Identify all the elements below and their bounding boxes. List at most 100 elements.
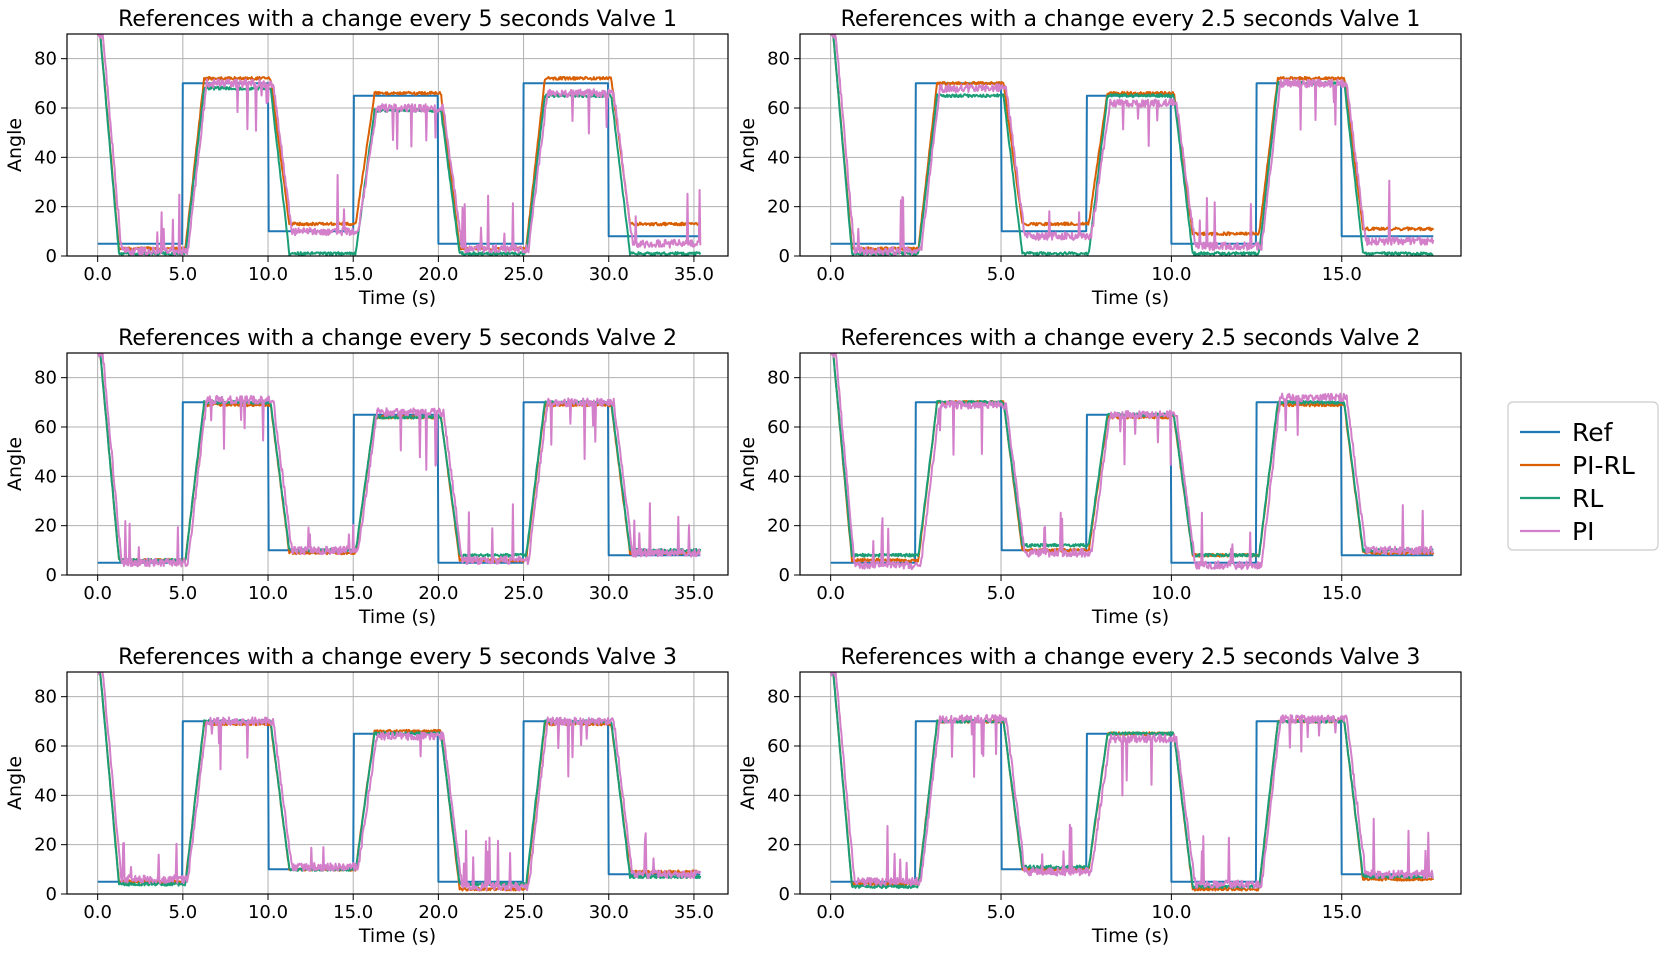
x-tick-label: 10.0	[248, 264, 288, 285]
x-tick-label: 15.0	[333, 902, 373, 923]
x-tick-label: 10.0	[248, 902, 288, 923]
x-tick-label: 5.0	[987, 264, 1016, 285]
axes-frame	[799, 33, 1462, 257]
x-tick-label: 35.0	[674, 583, 714, 604]
x-tick-label: 5.0	[169, 583, 198, 604]
y-tick-label: 60	[34, 98, 57, 119]
y-tick-label: 60	[767, 417, 790, 438]
series-line-pi	[96, 353, 701, 568]
chart-title: References with a change every 2.5 secon…	[841, 7, 1421, 32]
series-line-rl	[97, 672, 702, 887]
x-axis-label: Time (s)	[358, 287, 436, 309]
x-tick-label: 35.0	[674, 264, 714, 285]
y-tick-label: 80	[767, 687, 790, 708]
y-tick-label: 40	[767, 785, 790, 806]
series-line-pi	[829, 353, 1435, 570]
chart-panel-2: 0.0 5.0 10.0 15.0 0 20 40 60 80 References with a…	[737, 7, 1462, 309]
y-tick-label: 80	[767, 49, 790, 70]
y-tick-label: 60	[34, 417, 57, 438]
chart-title: References with a change every 2.5 secon…	[841, 645, 1421, 670]
series-line-pi	[829, 34, 1435, 256]
x-axis-label: Time (s)	[358, 606, 436, 628]
y-tick-label: 80	[34, 49, 57, 70]
x-tick-label: 0.0	[83, 264, 112, 285]
legend-label: Ref	[1572, 418, 1614, 447]
series-line-rl	[97, 34, 702, 256]
legend: Ref PI-RL RL PI	[1507, 401, 1659, 551]
x-tick-label: 30.0	[589, 583, 629, 604]
y-tick-label: 0	[46, 884, 57, 905]
series-line-pi	[96, 672, 702, 892]
x-tick-label: 0.0	[83, 902, 112, 923]
chart-title: References with a change every 5 seconds…	[118, 326, 677, 351]
axes-frame	[799, 352, 1462, 576]
x-tick-label: 30.0	[589, 902, 629, 923]
y-tick-label: 0	[779, 884, 790, 905]
x-tick-label: 0.0	[83, 583, 112, 604]
x-tick-label: 20.0	[418, 902, 458, 923]
legend-item-ref: Ref	[1520, 418, 1614, 447]
x-tick-label: 15.0	[1322, 583, 1362, 604]
series-line-rl	[97, 353, 702, 563]
x-tick-label: 15.0	[333, 583, 373, 604]
axes-frame	[66, 671, 729, 895]
y-axis-label: Angle	[4, 437, 26, 491]
x-tick-label: 10.0	[248, 583, 288, 604]
series-line-pi-rl	[830, 34, 1435, 252]
axes-frame	[66, 33, 729, 257]
x-tick-label: 10.0	[1151, 583, 1191, 604]
y-tick-label: 0	[46, 565, 57, 586]
x-tick-label: 30.0	[589, 264, 629, 285]
x-axis-label: Time (s)	[1091, 287, 1169, 309]
y-tick-label: 20	[767, 516, 790, 537]
y-tick-label: 80	[34, 368, 57, 389]
x-tick-label: 5.0	[987, 902, 1016, 923]
x-tick-label: 35.0	[674, 902, 714, 923]
y-tick-label: 20	[34, 835, 57, 856]
chart-panels: 0.0 5.0 10.0 15.0 20.0 25.0 30.0 35.0 0 20 40 60 80 R…	[4, 7, 1462, 947]
legend-item-pi-rl: PI-RL	[1520, 451, 1635, 480]
x-tick-label: 25.0	[504, 264, 544, 285]
y-axis-label: Angle	[737, 118, 759, 172]
y-tick-label: 20	[767, 835, 790, 856]
legend-label: RL	[1572, 484, 1603, 513]
chart-title: References with a change every 5 seconds…	[118, 645, 677, 670]
y-tick-label: 0	[779, 565, 790, 586]
axes-frame	[799, 671, 1462, 895]
y-tick-label: 40	[34, 147, 57, 168]
y-tick-label: 0	[46, 246, 57, 267]
legend-label: PI-RL	[1572, 451, 1635, 480]
x-tick-label: 25.0	[504, 902, 544, 923]
y-tick-label: 20	[767, 197, 790, 218]
x-tick-label: 0.0	[816, 902, 845, 923]
series-line-pi	[829, 672, 1434, 890]
x-tick-label: 0.0	[816, 583, 845, 604]
x-tick-label: 5.0	[987, 583, 1016, 604]
legend-item-rl: RL	[1520, 484, 1603, 513]
legend-label: PI	[1572, 517, 1594, 546]
x-axis-label: Time (s)	[1091, 925, 1169, 947]
y-tick-label: 40	[34, 785, 57, 806]
x-tick-label: 20.0	[418, 264, 458, 285]
x-tick-label: 15.0	[1322, 264, 1362, 285]
chart-panel-5: 0.0 5.0 10.0 15.0 20.0 25.0 30.0 35.0 0 20 40 60 80 R…	[4, 645, 729, 947]
chart-panel-4: 0.0 5.0 10.0 15.0 0 20 40 60 80 References with a…	[737, 326, 1462, 628]
y-tick-label: 0	[779, 246, 790, 267]
x-tick-label: 25.0	[504, 583, 544, 604]
x-tick-label: 15.0	[1322, 902, 1362, 923]
chart-panel-1: 0.0 5.0 10.0 15.0 20.0 25.0 30.0 35.0 0 20 40 60 80 R…	[4, 7, 729, 309]
series-line-rl	[830, 672, 1435, 890]
y-axis-label: Angle	[737, 437, 759, 491]
y-tick-label: 20	[34, 516, 57, 537]
y-axis-label: Angle	[4, 118, 26, 172]
series-line-ref	[97, 82, 701, 245]
chart-title: References with a change every 2.5 secon…	[841, 326, 1421, 351]
legend-item-pi: PI	[1520, 517, 1594, 546]
x-tick-label: 20.0	[418, 583, 458, 604]
chart-panel-3: 0.0 5.0 10.0 15.0 20.0 25.0 30.0 35.0 0 20 40 60 80 R…	[4, 326, 729, 628]
series-line-pi-rl	[97, 34, 702, 251]
legend-frame	[1507, 401, 1659, 551]
x-tick-label: 5.0	[169, 264, 198, 285]
x-tick-label: 0.0	[816, 264, 845, 285]
